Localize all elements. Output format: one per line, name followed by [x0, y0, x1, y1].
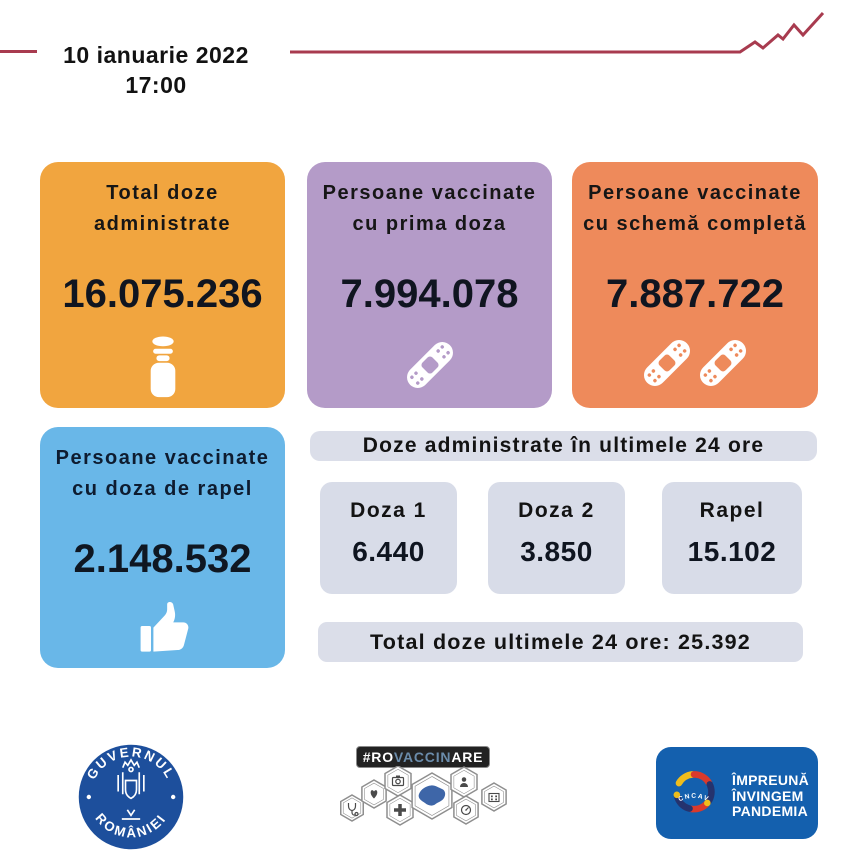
card-value: 7.994.078: [340, 272, 519, 316]
government-seal: GUVERNUL ROMÂNIEI: [78, 744, 184, 850]
mini-card-rapel: Rapel 15.102: [662, 482, 802, 594]
mini-card-doza1: Doza 1 6.440: [320, 482, 457, 594]
mini-card-value: 15.102: [687, 536, 777, 567]
cncav-slogan: ÎMPREUNĂ ÎNVINGEM PANDEMIA: [732, 772, 810, 820]
card-value: 7.887.722: [606, 272, 784, 316]
banner-hash: #RO: [362, 749, 394, 765]
cncav-emblem-icon: CNCAV: [673, 771, 715, 813]
banner-tail: ARE: [451, 749, 484, 765]
hexagon-cluster: [340, 766, 507, 826]
thumbs-up-icon: [40, 594, 285, 658]
vial-icon: [40, 334, 285, 398]
hexagon-camera-icon: [384, 766, 412, 797]
coat-of-arms-icon: [117, 758, 145, 820]
card-first-dose: Persoane vaccinate cu prima doza 7.994.0…: [307, 162, 552, 408]
hexagon-stethoscope-icon: [340, 794, 364, 822]
svg-text:CNCAV: CNCAV: [677, 793, 710, 803]
rovaccinare-logo: #ROVACCINARE: [338, 746, 520, 830]
mini-card-doza2: Doza 2 3.850: [488, 482, 625, 594]
hexagon-building-icon: [481, 782, 507, 812]
card-title: Persoane vaccinate cu doza de rapel: [55, 447, 270, 500]
slogan-line: PANDEMIA: [732, 803, 809, 819]
cncav-logo: CNCAV ÎMPREUNĂ ÎNVINGEM PANDEMIA: [656, 747, 818, 839]
slogan-line: ÎNVINGEM: [732, 787, 804, 804]
report-date: 10 ianuarie 2022: [63, 42, 249, 68]
mini-card-label: Doza 1: [350, 499, 427, 522]
trend-line-icon: [290, 11, 825, 54]
bandage-icon: [307, 332, 552, 398]
mini-card-value: 3.850: [520, 536, 593, 567]
mini-card-label: Doza 2: [518, 499, 595, 522]
card-booster-dose: Persoane vaccinate cu doza de rapel 2.14…: [40, 427, 285, 668]
report-datetime: 10 ianuarie 2022 17:00: [58, 40, 254, 100]
card-title: Total doze administrate: [94, 182, 231, 235]
card-value: 2.148.532: [73, 537, 252, 581]
card-value: 16.075.236: [62, 272, 263, 316]
hexagon-person-icon: [450, 766, 478, 798]
hexagon-gauge-icon: [453, 795, 479, 825]
cncav-acronym: CNCAV: [677, 793, 709, 803]
rovaccinare-banner: #ROVACCINARE: [356, 746, 490, 768]
last24-title-bar: Doze administrate în ultimele 24 ore: [310, 431, 817, 461]
red-dash: [0, 50, 37, 53]
hexagon-cross-icon: [386, 794, 414, 826]
double-bandage-icon: [572, 328, 818, 398]
card-title: Persoane vaccinate cu prima doza: [322, 182, 537, 235]
slogan-line: ÎMPREUNĂ: [732, 772, 810, 788]
mini-card-label: Rapel: [699, 499, 765, 522]
banner-mid: VACCIN: [393, 749, 452, 765]
card-full-schema: Persoane vaccinate cu schemă completă 7.…: [572, 162, 818, 408]
last24-total-bar: Total doze ultimele 24 ore: 25.392: [318, 622, 803, 662]
report-time: 17:00: [125, 72, 187, 98]
mini-card-value: 6.440: [352, 536, 425, 567]
card-total-doses: Total doze administrate 16.075.236: [40, 162, 285, 408]
hexagon-heart-icon: [361, 779, 387, 809]
hexagon-romania-map-icon: [411, 772, 453, 820]
card-title: Persoane vaccinate cu schemă completă: [583, 182, 807, 235]
